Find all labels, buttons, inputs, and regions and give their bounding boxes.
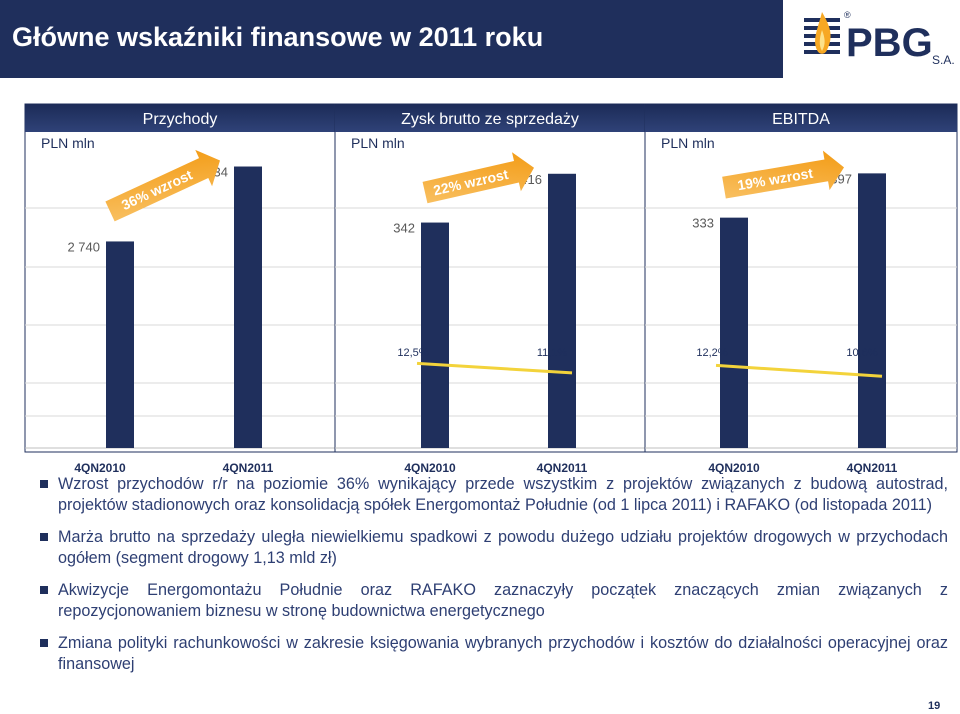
- chart-panel-frame: [644, 103, 958, 453]
- bullet-text: Zmiana polityki rachunkowości w zakresie…: [58, 634, 948, 673]
- growth-label: 36% wzrost: [119, 166, 195, 213]
- chart-panel-frame: [24, 103, 336, 453]
- bullet-marker: [40, 480, 48, 488]
- bullet-list: Wzrost przychodów r/r na poziomie 36% wy…: [38, 474, 948, 686]
- growth-label: 22% wzrost: [432, 166, 510, 199]
- logo-text: PBG: [846, 21, 933, 65]
- unit-label: PLN mln: [41, 135, 95, 151]
- chart-title: Przychody: [143, 111, 218, 128]
- margin-label: 12,5%: [397, 347, 428, 359]
- value-label: 342: [393, 221, 415, 236]
- growth-arrow: 19% wzrost: [722, 150, 844, 199]
- page-title: Główne wskaźniki finansowe w 2011 roku: [12, 22, 544, 52]
- growth-arrow: 36% wzrost: [105, 149, 220, 222]
- bar: [234, 166, 262, 448]
- bullet-marker: [40, 533, 48, 541]
- value-label: 2 740: [67, 239, 100, 254]
- chart-header: [335, 104, 645, 132]
- chart-panel-frame: [334, 103, 646, 453]
- chart-header: [25, 104, 335, 132]
- bar: [548, 173, 576, 448]
- category-label: 4QN2011: [223, 461, 274, 474]
- unit-label: PLN mln: [351, 135, 405, 151]
- growth-arrow: 22% wzrost: [422, 152, 534, 204]
- margin-line: [715, 363, 883, 378]
- logo-flame-icon: [804, 12, 840, 54]
- margin-label: 12,2%: [696, 347, 727, 359]
- chart-title: EBITDA: [772, 111, 830, 128]
- bullet-text: Marża brutto na sprzedaży uległa niewiel…: [58, 528, 948, 567]
- category-label: 4QN2010: [404, 461, 456, 474]
- margin-label: 11,1%: [537, 347, 568, 359]
- bullet-marker: [40, 639, 48, 647]
- category-label: 4QN2010: [708, 461, 760, 474]
- growth-arrow-shape: [722, 150, 844, 199]
- bar: [858, 173, 886, 448]
- bullet-text: Wzrost przychodów r/r na poziomie 36% wy…: [58, 475, 948, 514]
- bullet-item: Zmiana polityki rachunkowości w zakresie…: [38, 633, 948, 675]
- category-label: 4QN2011: [847, 461, 898, 474]
- bar: [720, 217, 748, 448]
- bullet-item: Akwizycje Energomontażu Południe oraz RA…: [38, 580, 948, 622]
- logo-suffix: S.A.: [932, 53, 955, 67]
- chart-title: Zysk brutto ze sprzedaży: [401, 111, 579, 128]
- title-bar: Główne wskaźniki finansowe w 2011 roku: [0, 0, 783, 78]
- chart-header: [645, 104, 957, 132]
- category-label: 4QN2010: [74, 461, 126, 474]
- bullet-text: Akwizycje Energomontażu Południe oraz RA…: [58, 581, 948, 620]
- value-label: 333: [692, 216, 714, 231]
- bullet-item: Wzrost przychodów r/r na poziomie 36% wy…: [38, 474, 948, 516]
- page-number: 19: [928, 700, 941, 712]
- logo-registered-mark: ®: [844, 10, 851, 20]
- category-label: 4QN2011: [537, 461, 588, 474]
- bullet-item: Marża brutto na sprzedaży uległa niewiel…: [38, 527, 948, 569]
- bar: [421, 222, 449, 448]
- margin-line: [416, 361, 573, 375]
- growth-arrow-shape: [422, 152, 534, 204]
- margin-label: 10,6%: [846, 347, 877, 359]
- pbg-logo: PBG S.A. ®: [804, 10, 955, 67]
- growth-arrow-shape: [105, 149, 220, 222]
- bullet-marker: [40, 586, 48, 594]
- unit-label: PLN mln: [661, 135, 715, 151]
- bar: [106, 241, 134, 448]
